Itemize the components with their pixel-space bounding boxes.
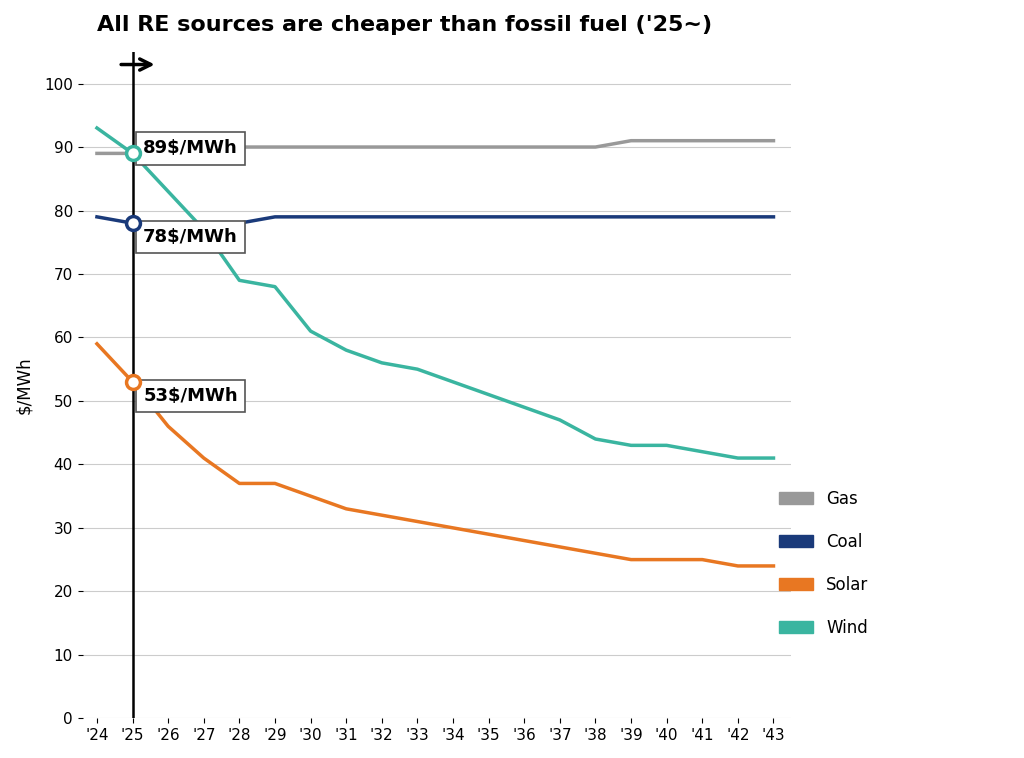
Text: All RE sources are cheaper than fossil fuel ('25~): All RE sources are cheaper than fossil f… [97,15,712,35]
Y-axis label: $/MWh: $/MWh [15,356,33,414]
Text: 89$/MWh: 89$/MWh [143,139,238,158]
Legend: Gas, Coal, Solar, Wind: Gas, Coal, Solar, Wind [773,483,876,644]
Text: 78$/MWh: 78$/MWh [143,228,238,246]
Text: 53$/MWh: 53$/MWh [143,387,238,405]
